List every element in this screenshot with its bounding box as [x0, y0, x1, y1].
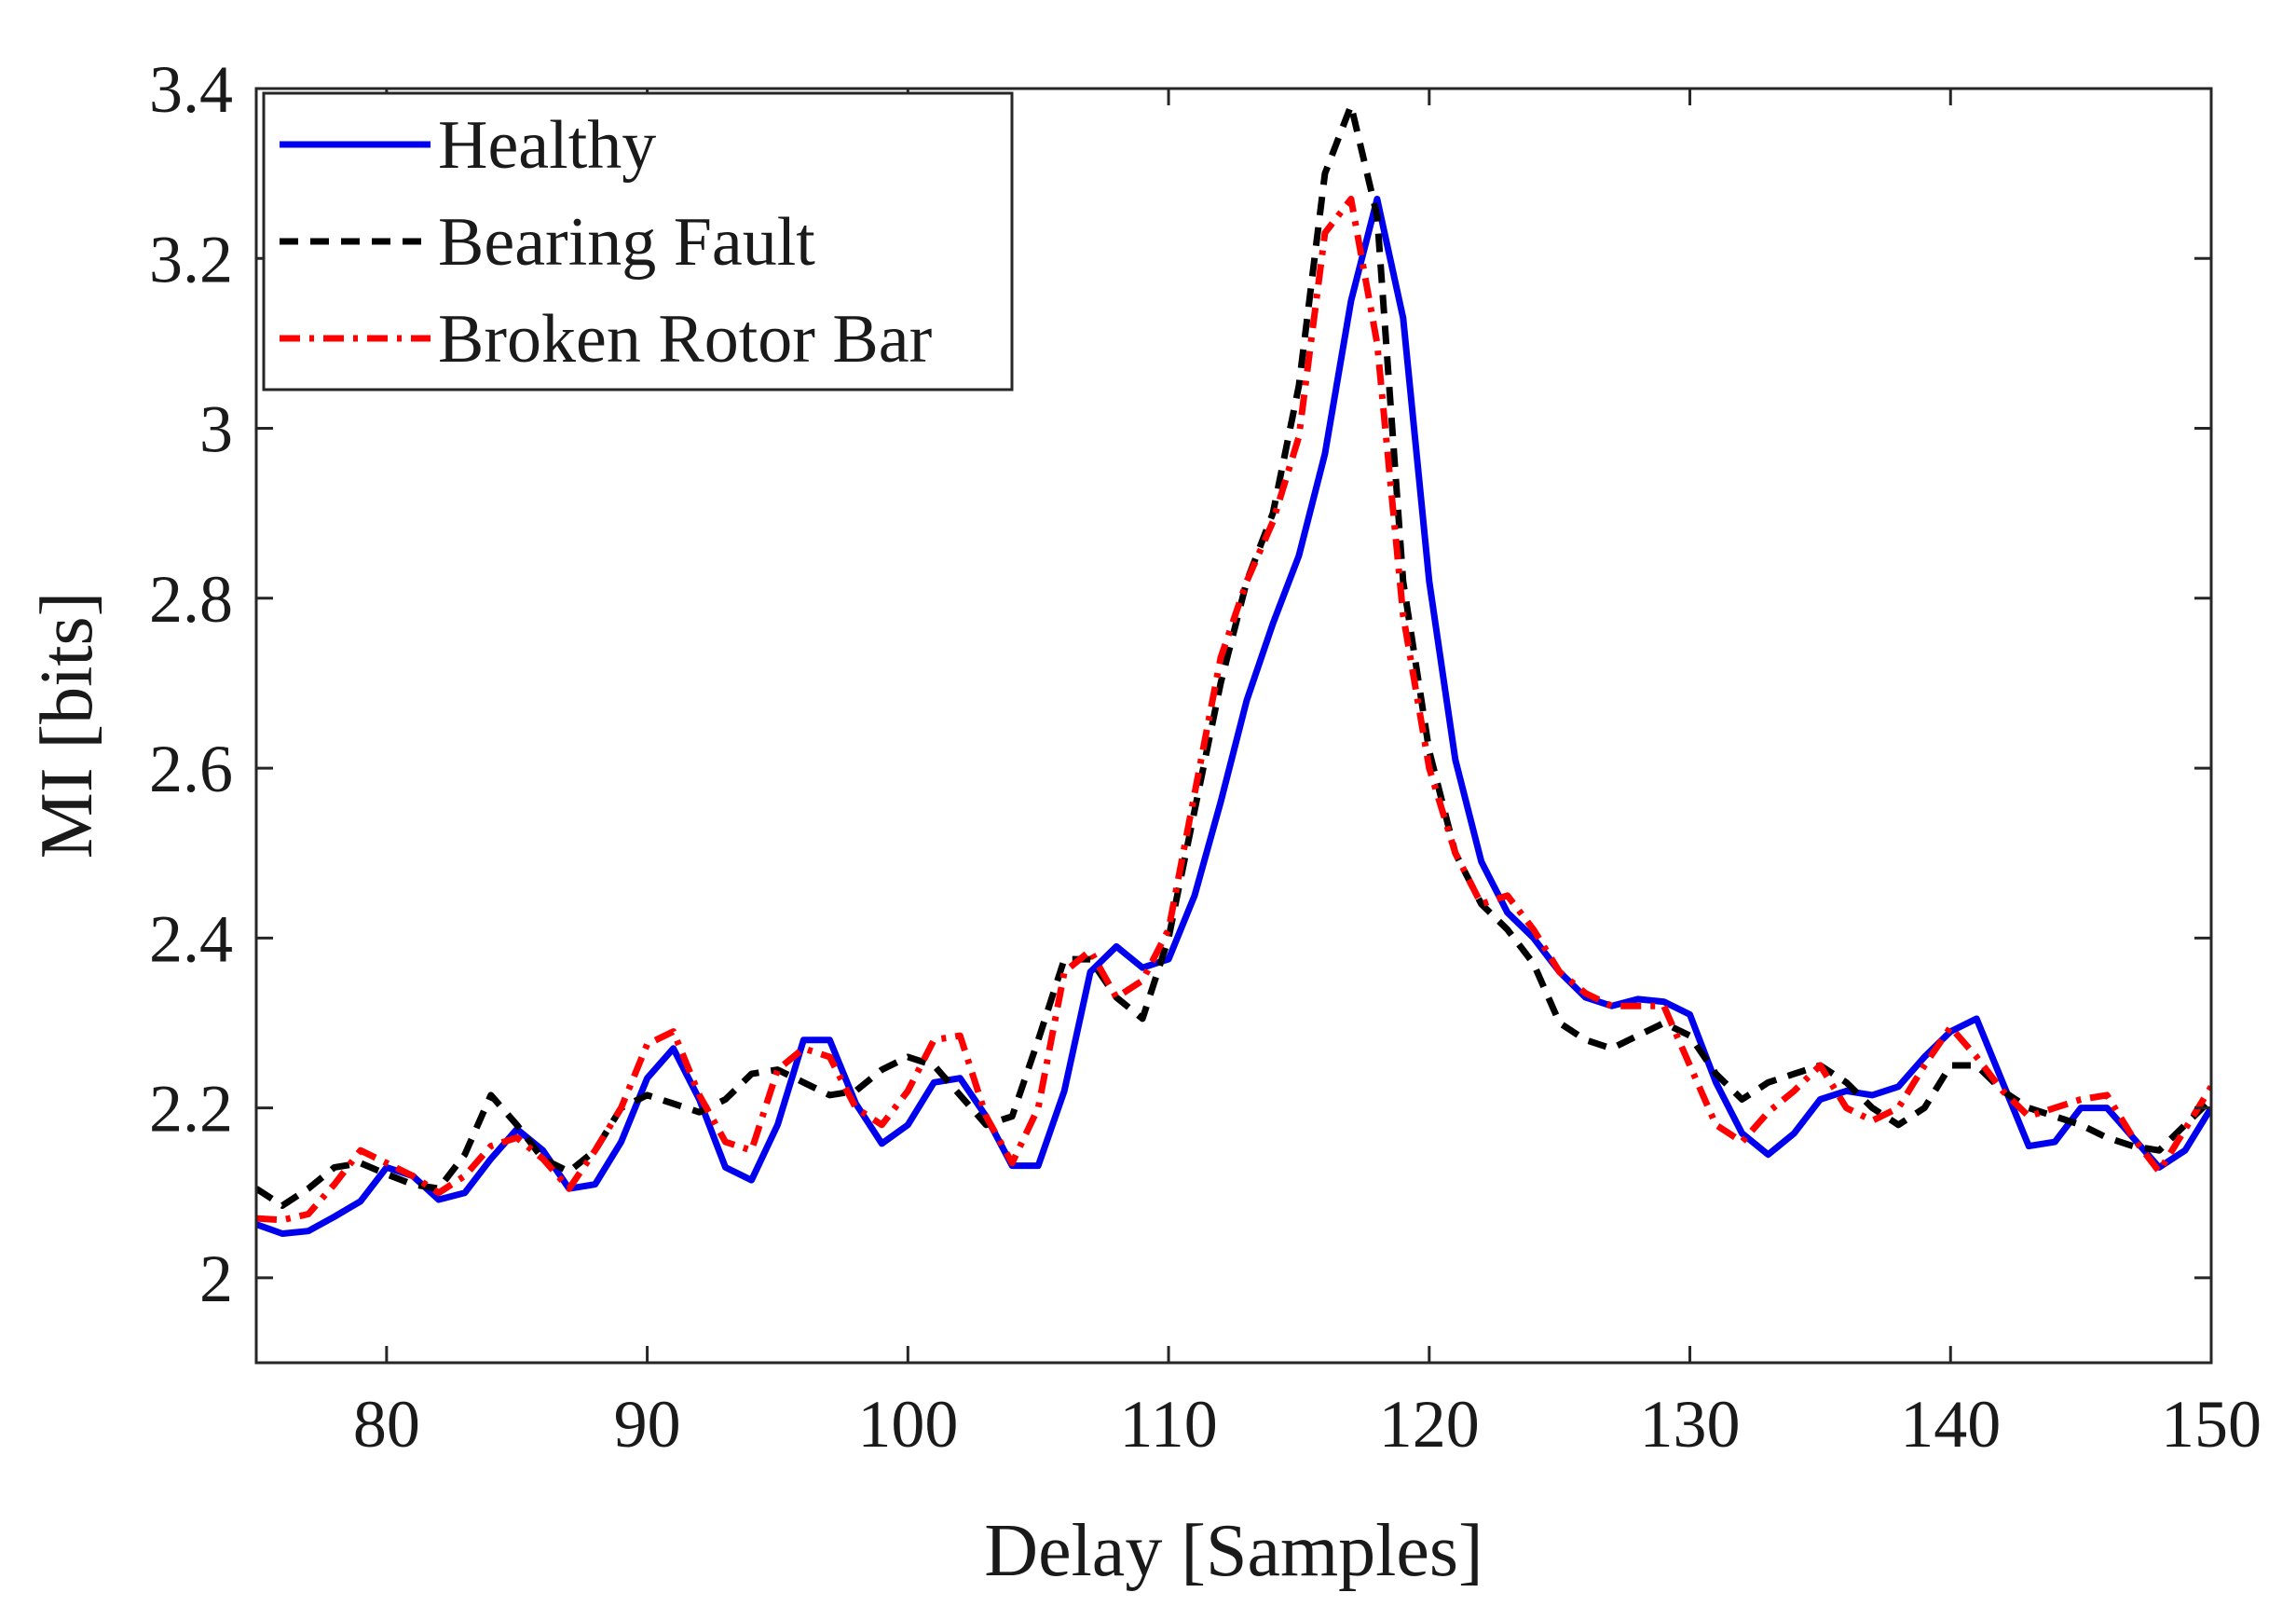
y-tick-label: 2.2: [149, 1072, 233, 1146]
y-tick-label: 3: [199, 392, 233, 467]
y-tick-label: 2.6: [149, 732, 233, 806]
x-axis-label: Delay [Samples]: [984, 1510, 1483, 1592]
series-layer: [256, 102, 2211, 1237]
legend[interactable]: Healthy Bearing Fault Broken Rotor Bar: [262, 91, 1014, 391]
y-tick-label: 2.4: [149, 901, 233, 976]
y-tick-label: 3.4: [149, 52, 233, 127]
legend-label-bearing-fault: Bearing Fault: [438, 204, 815, 281]
legend-label-healthy: Healthy: [438, 107, 656, 184]
plot-frame: [254, 87, 2213, 1365]
x-tick-label: 110: [1119, 1387, 1217, 1462]
y-tick-label: 2.8: [149, 562, 233, 637]
series-line-healthy: [256, 196, 2211, 1237]
series-line-broken-rotor-bar: [256, 196, 2211, 1224]
x-tick-label: 140: [1900, 1387, 2001, 1462]
series-line-bearing-fault: [256, 102, 2211, 1209]
ticks-layer: 80 90 100 110 120 130 140 150 2 2.2 2.4 2.6 2.8 3 3.2 3…: [149, 52, 2262, 1462]
x-tick-label: 100: [857, 1387, 958, 1462]
legend-label-broken-rotor-bar: Broken Rotor Bar: [438, 301, 932, 378]
x-tick-label: 150: [2161, 1387, 2262, 1462]
y-tick-label: 2: [199, 1242, 233, 1316]
x-tick-label: 80: [353, 1387, 420, 1462]
y-tick-label: 3.2: [149, 222, 233, 296]
x-tick-label: 130: [1640, 1387, 1741, 1462]
y-axis-label: MI [bits]: [26, 592, 108, 859]
x-tick-label: 120: [1379, 1387, 1480, 1462]
x-tick-label: 90: [614, 1387, 681, 1462]
